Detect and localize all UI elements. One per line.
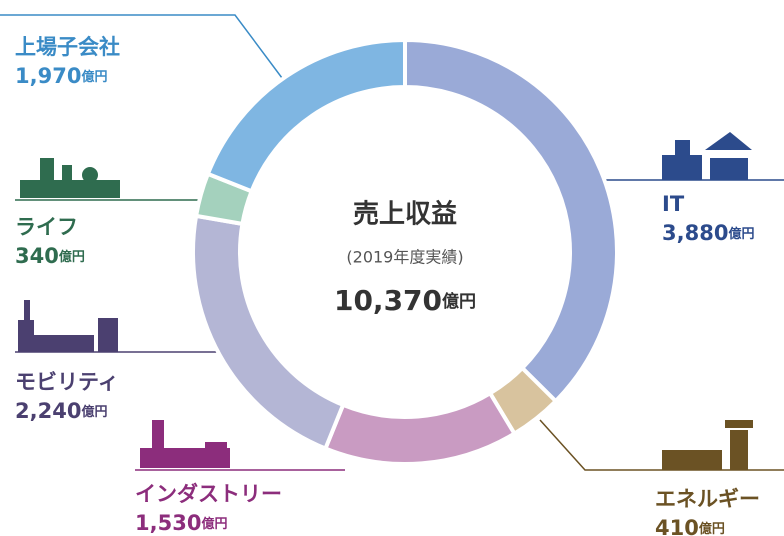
- donut-segment: [191, 213, 346, 452]
- donut-segment: [322, 390, 518, 466]
- total-value: 10,370: [334, 284, 442, 317]
- center-subtitle: (2019年度実績): [346, 248, 463, 267]
- value-label: 3,880億円: [662, 221, 754, 245]
- icon-energy: [662, 420, 753, 470]
- center-total: 10,370億円: [334, 284, 476, 317]
- value-number: 1,970: [15, 64, 81, 88]
- category-label: 上場子会社: [15, 35, 120, 59]
- category-label: IT: [662, 192, 685, 216]
- category-label: ライフ: [15, 215, 78, 239]
- icon-it: [662, 132, 752, 180]
- icons: [18, 132, 753, 470]
- category-label: インダストリー: [135, 482, 282, 506]
- value-number: 3,880: [662, 221, 728, 245]
- value-unit: 億円: [81, 69, 107, 85]
- value-unit: 億円: [59, 249, 85, 265]
- value-unit: 億円: [201, 516, 227, 532]
- icon-life: [20, 158, 120, 198]
- center-title: 売上収益: [353, 200, 457, 230]
- value-number: 1,530: [135, 511, 201, 535]
- category-label: モビリティ: [15, 370, 119, 394]
- icon-mobility: [18, 300, 118, 352]
- value-unit: 億円: [728, 226, 754, 242]
- value-number: 410: [655, 516, 699, 536]
- value-unit: 億円: [81, 404, 107, 420]
- leader-line: [0, 14, 286, 83]
- donut-segment: [205, 37, 407, 194]
- category-label: エネルギー: [655, 487, 760, 511]
- value-label: 410億円: [655, 516, 725, 536]
- value-label: 340億円: [15, 244, 85, 268]
- total-unit: 億円: [442, 291, 476, 312]
- donut-segment: [403, 37, 619, 404]
- value-label: 2,240億円: [15, 399, 107, 423]
- icon-industry: [140, 420, 230, 468]
- value-unit: 億円: [699, 521, 725, 536]
- value-label: 1,970億円: [15, 64, 107, 88]
- value-label: 1,530億円: [135, 511, 227, 535]
- value-number: 2,240: [15, 399, 81, 423]
- value-number: 340: [15, 244, 59, 268]
